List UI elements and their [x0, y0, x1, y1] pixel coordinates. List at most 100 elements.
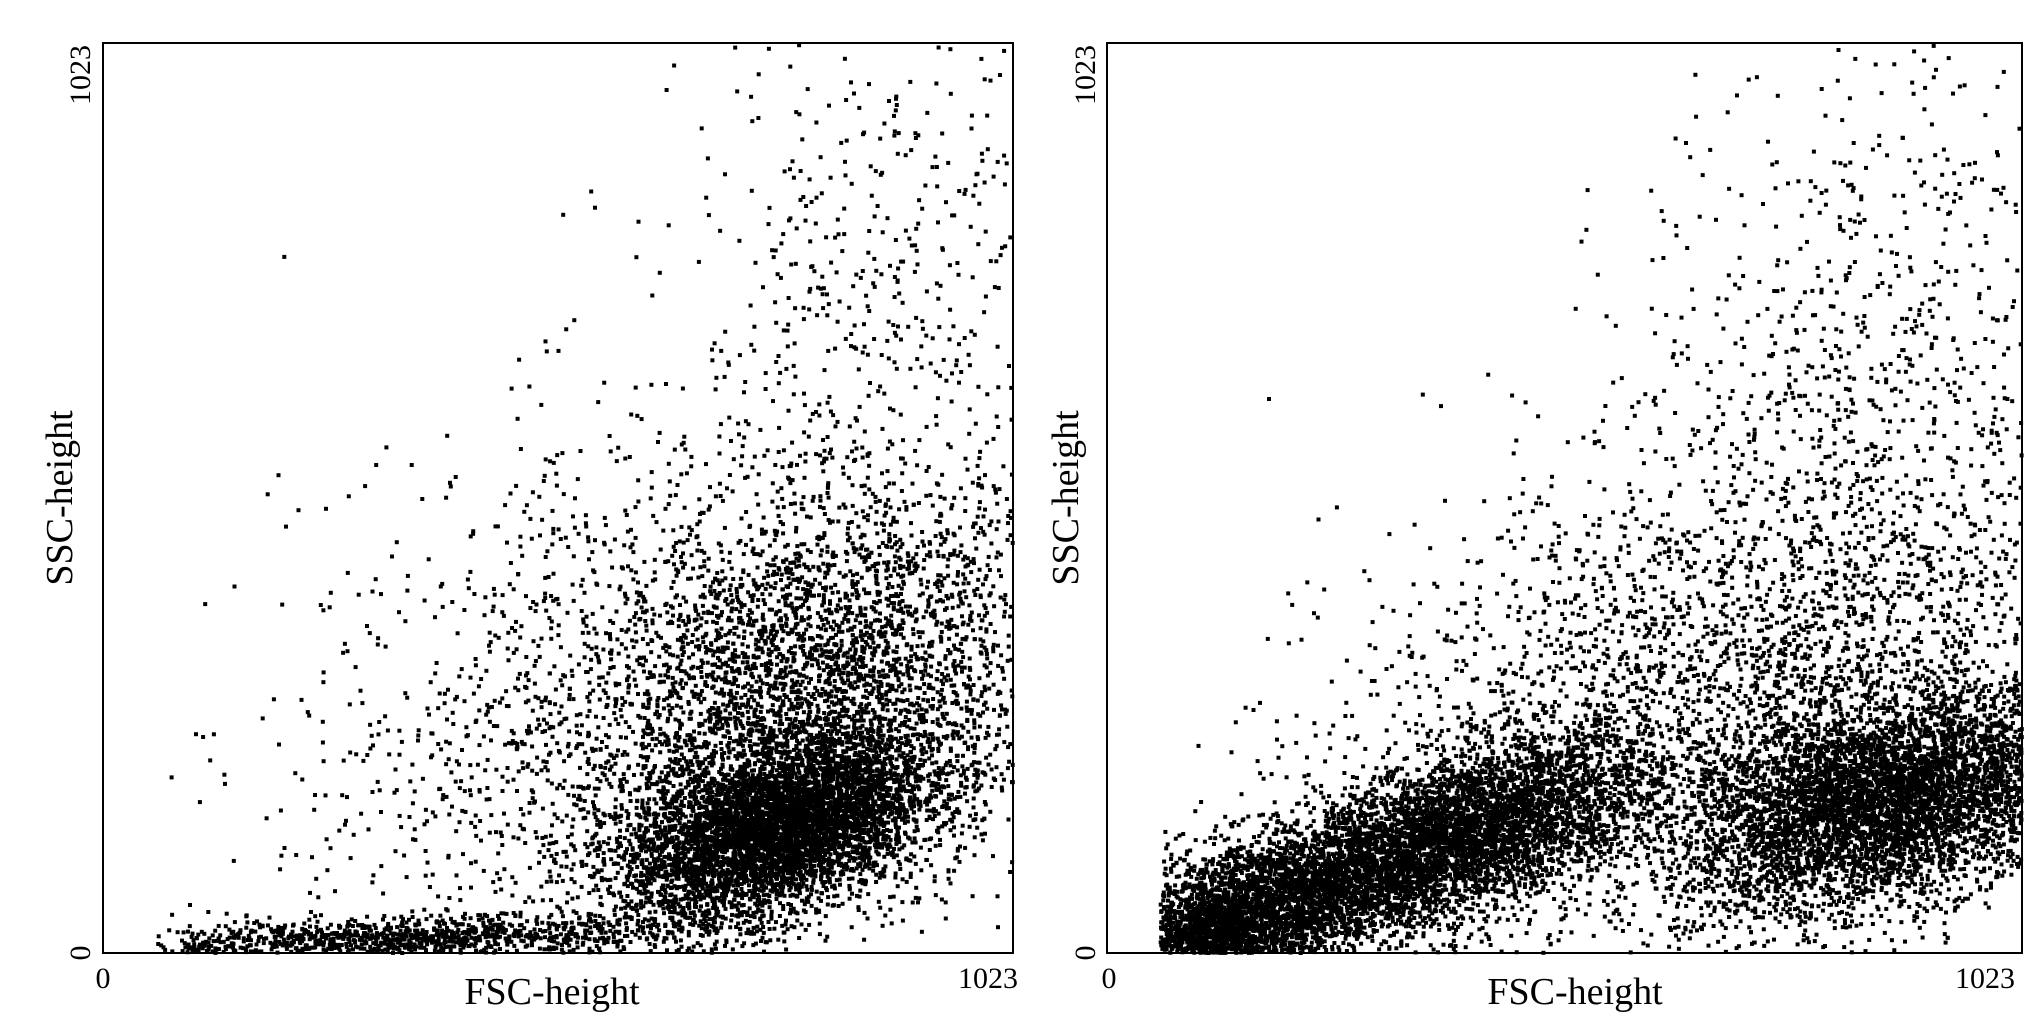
scatter-point	[652, 920, 657, 925]
scatter-point	[1006, 817, 1011, 822]
scatter-point	[936, 811, 941, 816]
scatter-point	[909, 790, 914, 795]
scatter-point	[905, 753, 910, 758]
scatter-point	[753, 901, 758, 906]
scatter-point	[863, 806, 868, 811]
scatter-point	[876, 725, 881, 730]
scatter-point	[931, 807, 936, 812]
scatter-point	[922, 691, 927, 695]
scatter-point	[631, 885, 635, 890]
scatter-point	[761, 884, 766, 889]
scatter-point	[697, 908, 702, 913]
scatter-point	[859, 815, 864, 820]
scatter-point	[744, 931, 749, 936]
scatter-point	[613, 805, 618, 810]
scatter-point	[877, 786, 882, 791]
scatter-point	[708, 838, 712, 842]
scatter-point	[627, 725, 632, 729]
scatter-point	[764, 885, 768, 890]
scatter-point	[953, 810, 958, 814]
scatter-point	[705, 808, 709, 813]
scatter-point	[827, 876, 832, 881]
scatter-point	[548, 874, 553, 879]
scatter-point	[584, 862, 589, 867]
scatter-point	[554, 880, 559, 885]
scatter-point	[619, 855, 624, 860]
scatter-point	[759, 782, 764, 787]
scatter-point	[840, 901, 845, 906]
scatter-point	[738, 932, 743, 937]
scatter-point	[841, 872, 846, 876]
scatter-point	[791, 864, 796, 869]
scatter-point	[661, 799, 666, 804]
scatter-point	[747, 906, 752, 911]
scatter-point	[861, 744, 866, 749]
scatter-point	[649, 872, 654, 876]
scatter-point	[957, 859, 962, 864]
scatter-point	[873, 799, 878, 804]
scatter-point	[752, 855, 757, 860]
scatter-point	[691, 944, 696, 949]
scatter-point	[676, 927, 681, 932]
scatter-point	[571, 909, 576, 914]
scatter-point	[842, 792, 847, 797]
scatter-point	[760, 764, 764, 769]
scatter-point	[860, 857, 865, 861]
scatter-point	[752, 776, 757, 781]
scatter-point	[936, 749, 941, 753]
scatter-point	[762, 898, 767, 903]
scatter-point	[818, 730, 822, 735]
scatter-point	[929, 795, 934, 800]
scatter-point	[877, 714, 882, 719]
scatter-point	[619, 894, 624, 899]
scatter-point	[692, 774, 697, 779]
scatter-point	[622, 836, 627, 841]
scatter-point	[959, 783, 964, 788]
scatter-point	[871, 860, 876, 865]
scatter-point	[872, 773, 877, 778]
scatter-point	[940, 824, 945, 829]
scatter-point	[770, 873, 775, 878]
scatter-point	[685, 915, 690, 920]
scatter-point	[971, 796, 976, 801]
scatter-point	[740, 890, 745, 895]
scatter-point	[789, 856, 794, 861]
scatter-point	[768, 821, 772, 826]
scatter-point	[823, 914, 828, 919]
scatter-point	[690, 890, 694, 895]
scatter-point	[687, 819, 691, 824]
scatter-point	[964, 777, 969, 782]
scatter-point	[965, 766, 970, 771]
scatter-point	[649, 840, 653, 845]
scatter-point	[809, 903, 814, 908]
scatter-point	[899, 774, 904, 779]
scatter-point	[710, 780, 714, 784]
scatter-point	[644, 857, 649, 862]
scatter-point	[625, 863, 630, 868]
scatter-point	[759, 809, 764, 814]
scatter-point	[729, 876, 734, 881]
scatter-point	[766, 861, 771, 866]
scatter-point	[674, 939, 678, 944]
scatter-point	[684, 840, 689, 845]
scatter-point	[862, 821, 867, 826]
scatter-point	[894, 853, 899, 858]
scatter-point	[834, 761, 839, 766]
scatter-point	[693, 817, 698, 822]
scatter-point	[893, 871, 898, 876]
scatter-point	[832, 753, 837, 758]
scatter-point	[948, 797, 953, 802]
scatter-point	[930, 788, 935, 793]
scatter-point	[921, 615, 926, 620]
scatter-point	[760, 852, 765, 857]
scatter-point	[730, 889, 735, 894]
scatter-point	[913, 861, 918, 866]
scatter-point	[747, 835, 752, 840]
scatter-point	[746, 927, 751, 932]
scatter-point	[554, 852, 559, 856]
scatter-point	[747, 919, 752, 924]
scatter-point	[767, 905, 772, 910]
scatter-point	[885, 708, 890, 713]
scatter-point	[619, 866, 624, 871]
scatter-point	[711, 817, 716, 822]
